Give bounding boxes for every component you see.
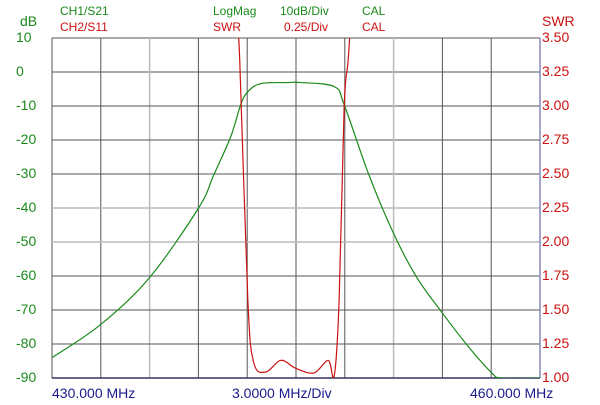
left-axis-label: dB	[20, 13, 38, 29]
left-tick-label: -30	[16, 165, 37, 181]
right-tick-label: 3.50	[542, 29, 570, 45]
right-tick-label: 1.75	[542, 267, 570, 283]
right-tick-label: 3.25	[542, 63, 570, 79]
ch1-format-label: LogMag	[213, 4, 257, 18]
ch2-cal-label: CAL	[362, 20, 386, 34]
left-tick-label: -70	[16, 301, 37, 317]
right-tick-label: 3.00	[542, 97, 570, 113]
left-tick-label: -80	[16, 335, 37, 351]
left-tick-label: 0	[16, 63, 24, 79]
left-tick-label: -10	[16, 97, 37, 113]
right-tick-label: 1.00	[542, 369, 570, 385]
ch2-trace-label: CH2/S11	[60, 20, 108, 34]
left-tick-label: -60	[16, 267, 37, 283]
left-tick-label: -40	[16, 199, 37, 215]
left-tick-label: -50	[16, 233, 37, 249]
stop-frequency-label: 460.000 MHz	[470, 385, 554, 401]
s11-swr-trace	[238, 38, 351, 378]
right-tick-label: 1.25	[542, 335, 570, 351]
start-frequency-label: 430.000 MHz	[52, 385, 136, 401]
left-tick-label: 10	[16, 29, 32, 45]
right-tick-label: 2.25	[542, 199, 570, 215]
ch2-scale-label: 0.25/Div	[284, 20, 329, 34]
ch1-trace-label: CH1/S21	[60, 4, 109, 18]
left-tick-label: -20	[16, 131, 37, 147]
right-tick-label: 2.50	[542, 165, 570, 181]
left-tick-label: -90	[16, 369, 37, 385]
ch1-cal-label: CAL	[362, 4, 386, 18]
right-tick-label: 2.75	[542, 131, 570, 147]
frequency-span-label: 3.0000 MHz/Div	[232, 385, 332, 401]
right-axis-label: SWR	[542, 13, 575, 29]
s21-trace	[52, 81, 540, 378]
right-tick-label: 1.50	[542, 301, 570, 317]
ch1-scale-label: 10dB/Div	[280, 4, 329, 18]
ch2-format-label: SWR	[213, 20, 241, 34]
right-tick-label: 2.00	[542, 233, 570, 249]
